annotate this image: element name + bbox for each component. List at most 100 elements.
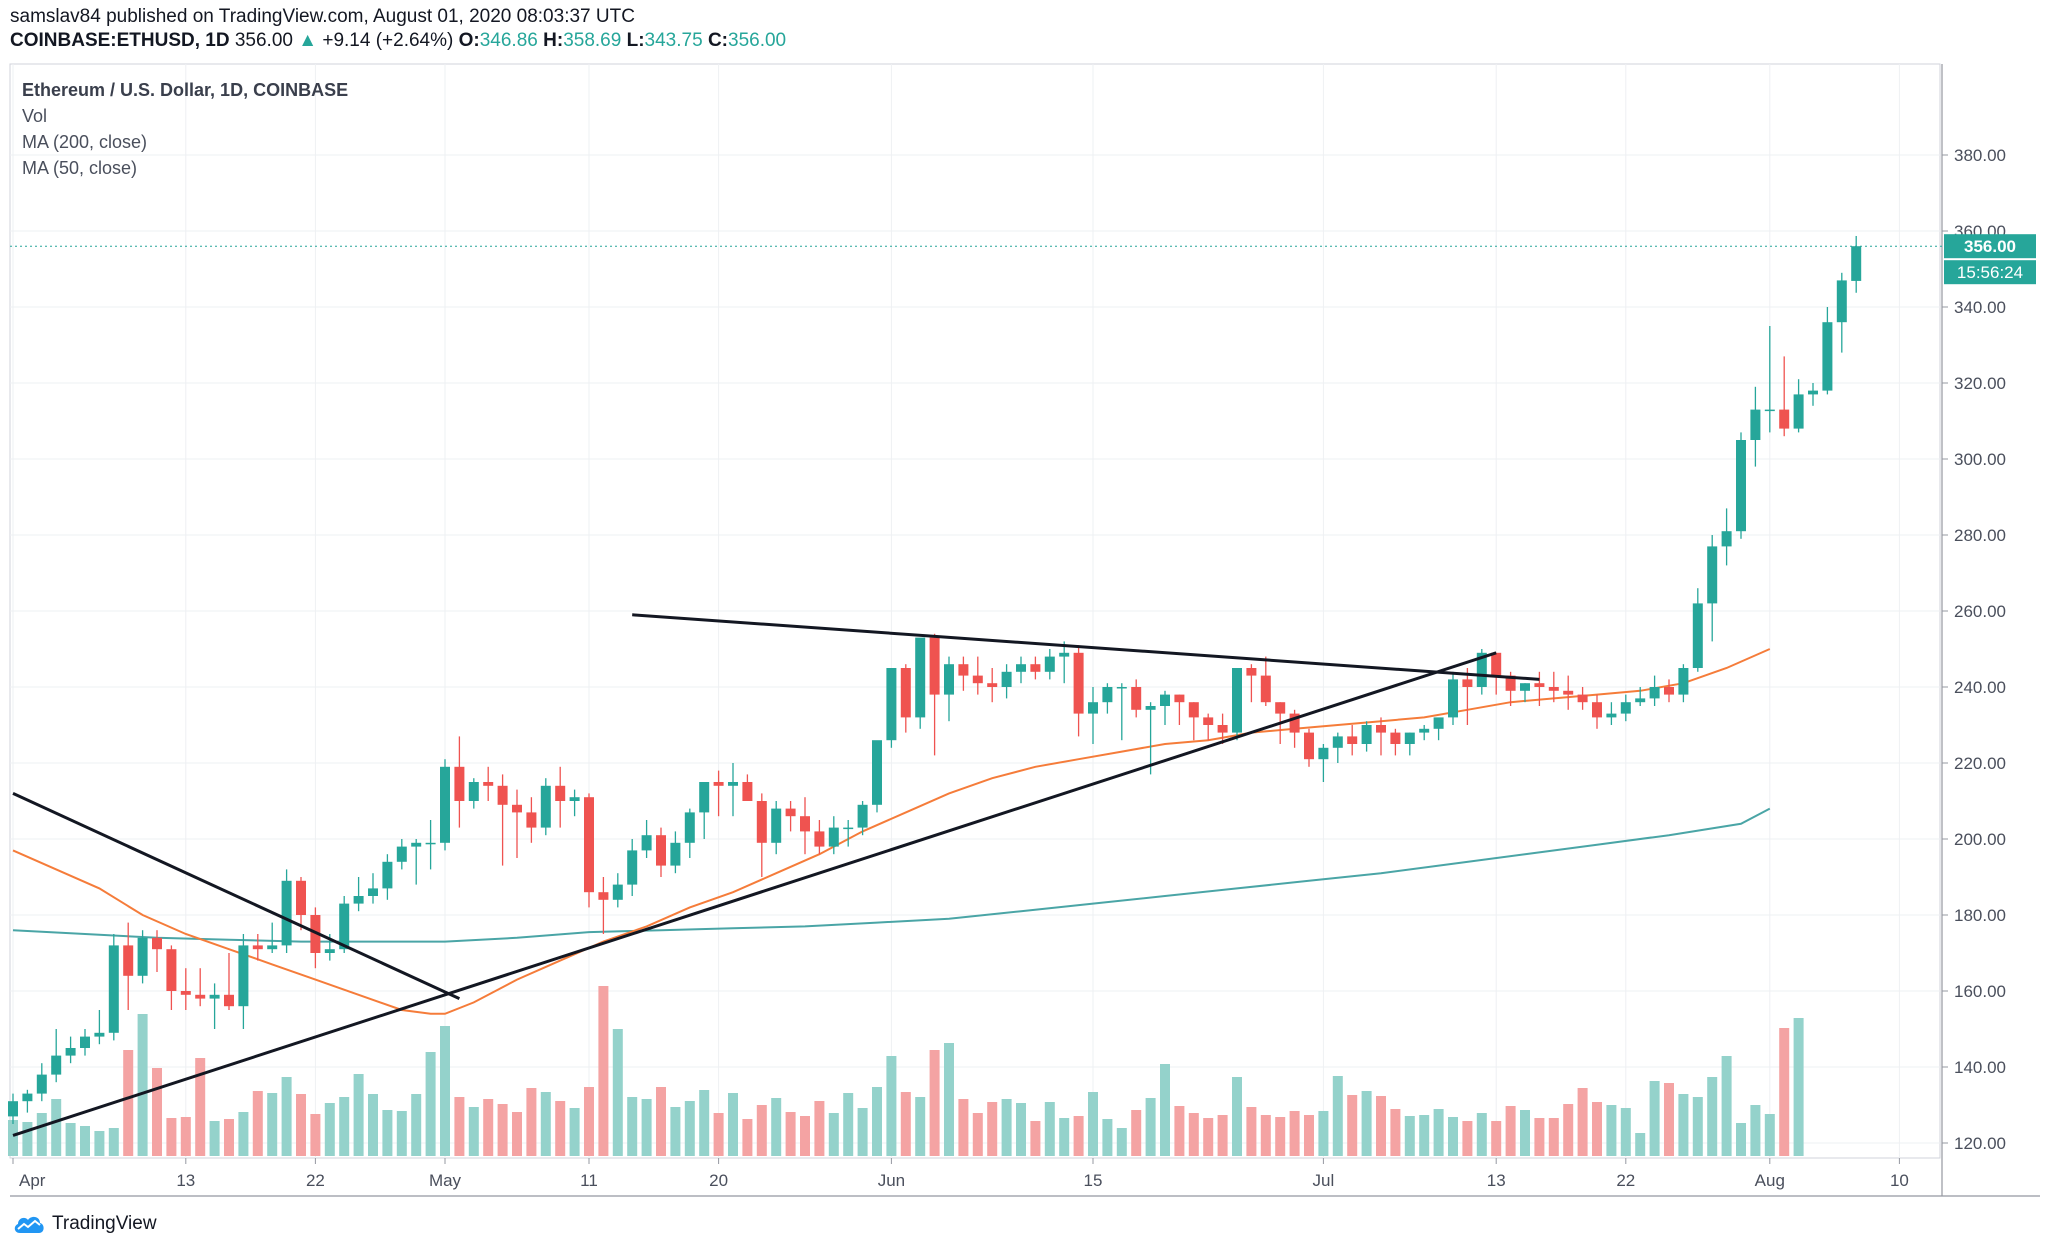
volume-bar xyxy=(656,1087,666,1156)
volume-bar xyxy=(267,1093,278,1156)
candle-body xyxy=(166,949,177,991)
x-tick-label: 10 xyxy=(1890,1171,1909,1190)
volume-bar xyxy=(612,1029,623,1156)
candle-body xyxy=(36,1074,47,1094)
volume-bar xyxy=(1289,1111,1300,1156)
volume-bar xyxy=(1750,1105,1761,1156)
x-tick-label: 20 xyxy=(709,1171,728,1190)
volume-bar xyxy=(1030,1121,1041,1156)
volume-bar xyxy=(540,1092,551,1156)
candle-body xyxy=(195,994,206,999)
volume-bar xyxy=(1246,1107,1257,1156)
volume-bar xyxy=(1462,1121,1473,1156)
candle-body xyxy=(1635,698,1646,703)
candle-body xyxy=(944,664,954,695)
candle-body xyxy=(1491,652,1502,676)
candle-body xyxy=(22,1093,33,1102)
y-tick-label: 320.00 xyxy=(1954,374,2006,393)
candle-body xyxy=(1116,687,1127,689)
volume-bar xyxy=(944,1043,954,1156)
candle-body xyxy=(958,664,969,676)
candle-body xyxy=(1520,683,1530,691)
candle-body xyxy=(382,861,393,889)
candle-body xyxy=(771,808,782,843)
y-tick-label: 300.00 xyxy=(1954,450,2006,469)
volume-bar xyxy=(1376,1096,1386,1156)
open-label: O: xyxy=(458,30,480,51)
volume-bar xyxy=(252,1091,263,1156)
y-tick-label: 260.00 xyxy=(1954,602,2006,621)
candle-body xyxy=(324,949,335,953)
volume-bar xyxy=(886,1056,897,1156)
y-tick-label: 200.00 xyxy=(1954,830,2006,849)
y-tick-label: 240.00 xyxy=(1954,678,2006,697)
volume-bar xyxy=(598,986,609,1156)
volume-bar xyxy=(1476,1113,1487,1156)
volume-bar xyxy=(1635,1133,1646,1156)
candle-body xyxy=(468,782,479,801)
volume-bar xyxy=(1390,1109,1401,1156)
volume-bar xyxy=(108,1128,119,1156)
volume-bar xyxy=(512,1112,522,1156)
candle-body xyxy=(627,850,638,885)
volume-bar xyxy=(1606,1105,1617,1156)
candle-body xyxy=(1016,664,1026,672)
volume-bar xyxy=(224,1119,234,1156)
volume-bar xyxy=(310,1114,321,1156)
candle-body xyxy=(828,827,839,847)
volume-bar xyxy=(814,1101,825,1156)
volume-bar xyxy=(526,1088,537,1156)
volume-bar xyxy=(1721,1056,1732,1156)
low-value: 343.75 xyxy=(644,30,703,51)
candle-body xyxy=(1059,652,1070,657)
x-tick-label: May xyxy=(429,1171,462,1190)
volume-bar xyxy=(1592,1102,1602,1156)
legend-ma200[interactable]: MA (200, close) xyxy=(22,132,148,152)
volume-bar xyxy=(281,1077,292,1156)
tradingview-cloud-icon xyxy=(14,1216,44,1233)
candle-body xyxy=(1664,687,1674,695)
candle-body xyxy=(281,880,292,946)
volume-bar xyxy=(382,1110,393,1156)
volume-bar xyxy=(468,1107,479,1156)
volume-bar xyxy=(915,1097,926,1156)
candle-body xyxy=(440,766,450,843)
x-tick-label: 13 xyxy=(1487,1171,1506,1190)
volume-bar xyxy=(785,1112,796,1156)
volume-bar xyxy=(1088,1092,1098,1156)
candle-body xyxy=(1332,736,1343,748)
tradingview-brand[interactable]: TradingView xyxy=(12,1213,157,1235)
candle-body xyxy=(1764,409,1775,412)
candle-body xyxy=(785,808,796,817)
volume-bar xyxy=(1692,1097,1703,1156)
volume-bar xyxy=(1736,1123,1746,1156)
candle-body xyxy=(814,831,825,847)
change-up-icon: ▲ xyxy=(298,30,318,51)
candle-body xyxy=(1534,683,1545,687)
candle-body xyxy=(987,683,998,687)
candle-body xyxy=(1822,322,1833,391)
brand-name: TradingView xyxy=(52,1213,157,1234)
volume-bar xyxy=(1160,1064,1170,1156)
volume-bar xyxy=(1275,1117,1286,1156)
candle-body xyxy=(252,945,263,950)
candle-body xyxy=(1462,679,1473,687)
volume-bar xyxy=(1332,1076,1343,1156)
volume-bar xyxy=(1174,1106,1185,1156)
legend-vol[interactable]: Vol xyxy=(22,106,48,126)
candle-body xyxy=(540,785,551,828)
y-tick-label: 140.00 xyxy=(1954,1058,2006,1077)
price-tag-label: 356.00 xyxy=(1964,237,2016,256)
legend-title: Ethereum / U.S. Dollar, 1D, COINBASE xyxy=(22,80,349,100)
candle-body xyxy=(728,782,738,786)
candle-body xyxy=(1073,652,1084,714)
candle-body xyxy=(526,812,537,828)
volume-bar xyxy=(1188,1113,1199,1156)
legend-ma50[interactable]: MA (50, close) xyxy=(22,158,138,178)
candle-body xyxy=(1750,409,1761,440)
candle-body xyxy=(1404,732,1415,744)
volume-bar xyxy=(209,1121,220,1156)
y-tick-label: 180.00 xyxy=(1954,906,2006,925)
candle-body xyxy=(843,827,854,830)
